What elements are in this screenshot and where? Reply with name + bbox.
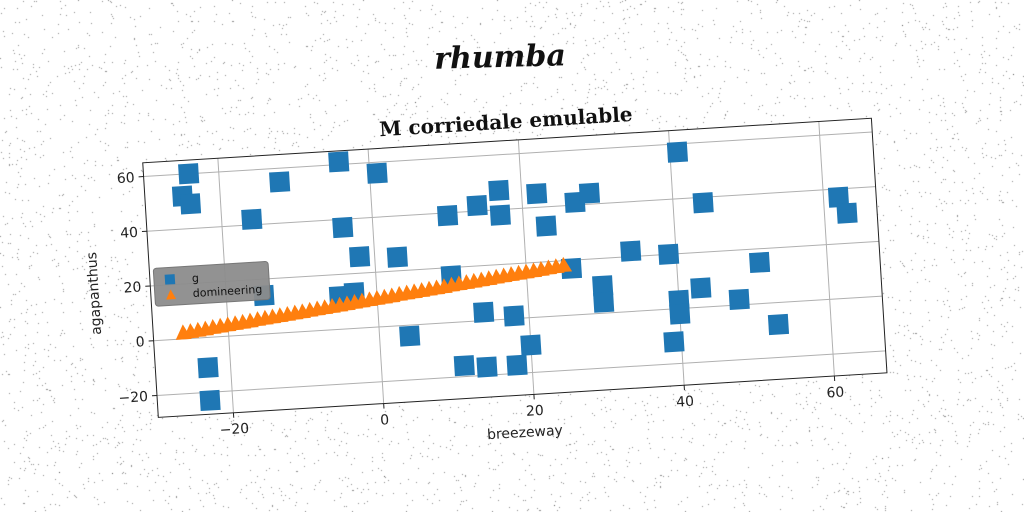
scatter-point-g <box>399 325 421 347</box>
scatter-point-g <box>197 357 219 379</box>
scatter-point-g <box>241 208 263 230</box>
scatter-point-g <box>658 243 680 265</box>
scatter-point-g <box>179 193 202 215</box>
scatter-point-g <box>436 205 459 227</box>
scatter-point-g <box>332 216 354 239</box>
scatter-point-g <box>503 305 525 327</box>
scatter-point-g <box>767 313 790 336</box>
y-tick-label: 40 <box>120 225 139 242</box>
scatter-point-g <box>663 331 685 353</box>
legend-marker-g <box>164 274 176 285</box>
ticks: −20 0 20 40 60 −20 0 20 40 60 <box>116 170 845 439</box>
scatter-point-g <box>473 301 495 323</box>
scatter-point-g <box>328 151 350 173</box>
x-tick-label: 40 <box>676 394 695 411</box>
scatter-point-g <box>526 183 548 205</box>
legend-label-domineering: domineering <box>192 283 262 300</box>
legend-label-g: g <box>192 272 200 285</box>
x-grid-line <box>818 121 835 377</box>
scatter-point-g <box>269 171 291 193</box>
scatter-point-g <box>178 163 200 185</box>
scatter-point-g <box>520 334 542 356</box>
scatter-point-g <box>366 162 388 184</box>
scatter-point-g <box>535 215 557 237</box>
plot-frame <box>142 117 888 418</box>
scatter-point-g <box>506 354 528 376</box>
scatter-point-g <box>578 182 601 204</box>
series-layer <box>171 141 858 412</box>
scatter-point-g <box>748 251 771 274</box>
scatter-point-g <box>489 204 511 226</box>
x-grid-line <box>367 149 385 404</box>
scatter-point-g <box>453 355 475 377</box>
scatter-point-domineering <box>556 256 573 273</box>
y-tick-label: 60 <box>116 170 135 187</box>
scatter-point-g <box>476 356 498 378</box>
scatter-point-g <box>593 291 615 313</box>
legend-box <box>152 261 271 307</box>
scatter-point-g <box>666 141 689 163</box>
y-grid-line <box>146 186 876 232</box>
y-grid-line <box>143 131 873 178</box>
scatter-point-g <box>728 288 750 311</box>
x-tick-label: 0 <box>380 412 390 429</box>
x-axis-label: breezeway <box>487 423 564 444</box>
y-tick-label: 0 <box>135 334 145 351</box>
scatter-point-g <box>836 202 858 224</box>
scatter-point-g <box>386 246 408 268</box>
legend-marker-domineering <box>166 289 177 300</box>
x-tick-label: 60 <box>826 384 845 401</box>
x-tick-label: −20 <box>219 421 249 439</box>
scatter-point-g <box>620 240 642 262</box>
scatter-point-g <box>466 194 488 217</box>
scatter-point-g <box>592 275 614 297</box>
y-tick-label: 20 <box>123 280 142 297</box>
scatter-point-g <box>349 246 371 268</box>
scatter-point-g <box>690 277 712 299</box>
y-axis-label: agapanthus <box>84 252 105 336</box>
y-tick-label: −20 <box>118 389 148 407</box>
scatter-point-g <box>692 192 714 214</box>
x-tick-label: 20 <box>526 403 545 420</box>
scatter-point-g <box>488 179 510 202</box>
y-grid-line <box>150 240 879 287</box>
scatter-point-g <box>827 186 850 208</box>
scatter-point-g <box>669 303 691 325</box>
scatter-point-g <box>199 389 221 412</box>
